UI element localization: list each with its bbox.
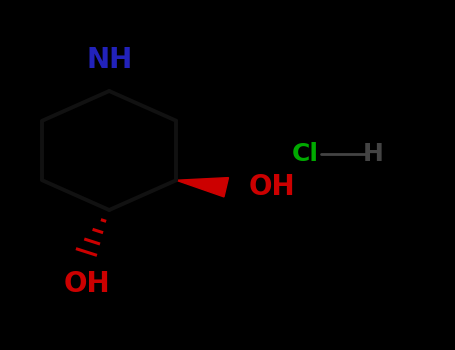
Text: NH: NH [86,46,132,74]
Text: Cl: Cl [291,142,318,166]
Text: OH: OH [249,173,296,201]
Polygon shape [176,177,228,197]
Text: OH: OH [63,270,110,298]
Text: H: H [363,142,384,166]
